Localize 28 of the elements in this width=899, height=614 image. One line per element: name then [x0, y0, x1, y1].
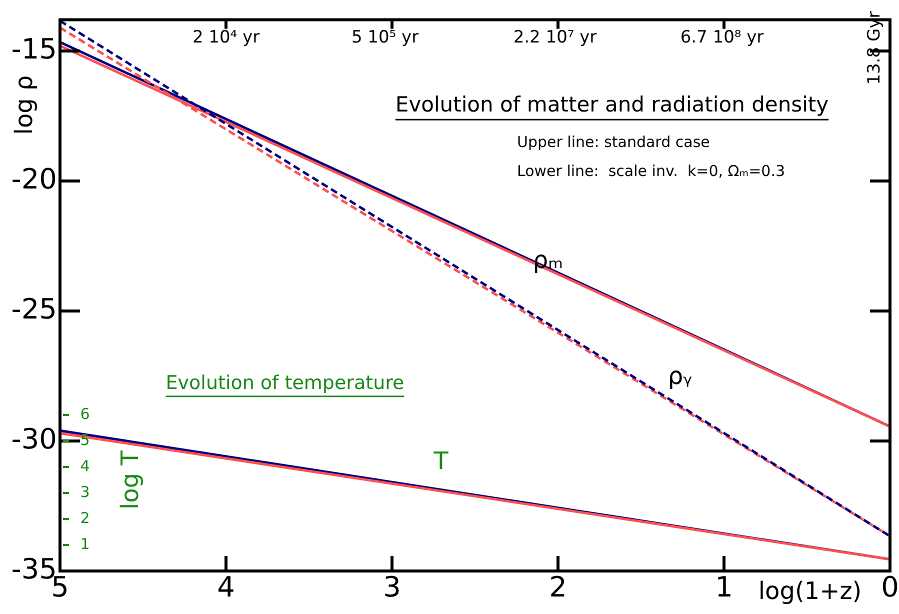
- y-tick-label: -25: [11, 292, 57, 326]
- y2-tick-label: 2: [80, 508, 90, 527]
- y-tick-label: -20: [11, 162, 57, 196]
- y2-tick-label: 6: [80, 404, 90, 423]
- y2-axis-title: log T: [116, 450, 144, 510]
- x-tick-label: 3: [383, 570, 401, 604]
- annotation: Lower line: scale inv. k=0, Ωₘ=0.3: [517, 162, 786, 180]
- x-tick-label: 0: [881, 570, 899, 604]
- annotation: T: [432, 447, 449, 476]
- x-axis-title: log(1+z): [758, 577, 862, 606]
- annotation: 2.2 10⁷ yr: [513, 27, 597, 48]
- annotation: 6.7 10⁸ yr: [680, 27, 764, 48]
- x-tick-label: 1: [715, 570, 733, 604]
- annotation: 5 10⁵ yr: [351, 27, 419, 48]
- x-tick-label: 2: [549, 570, 567, 604]
- y2-tick-label: 3: [80, 482, 90, 501]
- annotation: 2 10⁴ yr: [192, 27, 260, 48]
- annotation: Evolution of temperature: [166, 372, 404, 394]
- annotation: Evolution of matter and radiation density: [395, 92, 829, 116]
- y-tick-label: -15: [11, 32, 57, 66]
- annotation: ρₘ: [532, 246, 564, 274]
- annotation: Upper line: standard case: [517, 132, 710, 151]
- y2-tick-label: 4: [80, 456, 90, 475]
- annotation: ρᵧ: [668, 362, 692, 390]
- y2-tick-label: 1: [80, 534, 90, 553]
- x-tick-label: 4: [217, 570, 235, 604]
- y-tick-label: -30: [11, 422, 57, 456]
- y-axis-title: log ρ: [10, 75, 38, 135]
